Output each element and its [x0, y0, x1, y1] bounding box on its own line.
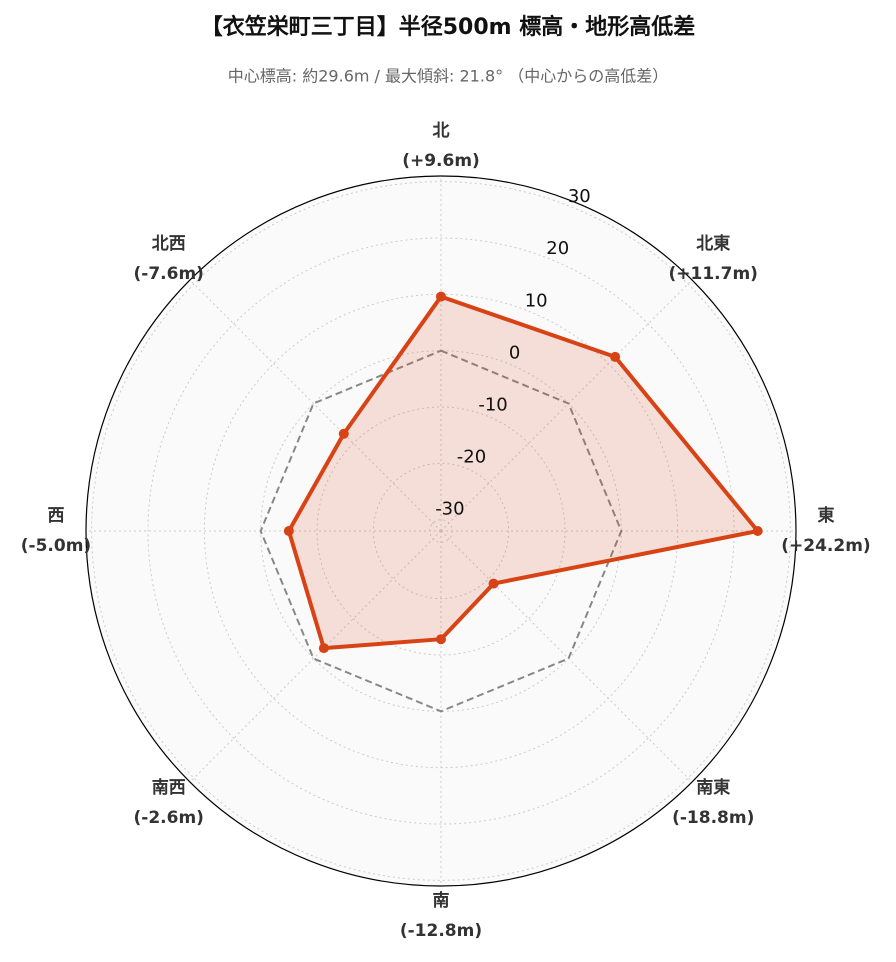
grid-circle	[316, 406, 566, 656]
grid-spoke	[440, 530, 693, 783]
r-tick-label: -30	[435, 499, 464, 520]
outer-frame	[85, 175, 797, 887]
grid-circle	[91, 181, 791, 881]
grid-circle	[372, 462, 510, 600]
data-point	[752, 526, 763, 536]
category-label: 東	[818, 505, 835, 526]
r-tick-label: 0	[509, 342, 520, 363]
data-point	[338, 428, 349, 439]
value-label: (+9.6m)	[402, 151, 480, 171]
data-point	[318, 643, 329, 654]
category-label: 西	[48, 506, 65, 526]
data-point	[488, 578, 499, 589]
grid-circle	[147, 237, 735, 825]
data-point	[436, 634, 446, 645]
value-label: (-2.6m)	[134, 808, 204, 828]
r-tick-label: 20	[546, 238, 569, 259]
value-label: (-18.8m)	[672, 808, 754, 828]
value-label: (+24.2m)	[781, 536, 870, 556]
category-label: 南	[433, 890, 450, 911]
grid-spoke	[189, 279, 442, 532]
data-point	[610, 351, 621, 362]
grid-spoke	[189, 530, 442, 783]
category-label: 南東	[696, 777, 730, 798]
value-label: (-5.0m)	[21, 536, 91, 556]
category-label: 北	[433, 121, 450, 141]
r-tick-label: 10	[525, 290, 548, 311]
grid-spoke	[440, 279, 693, 532]
value-label: (+11.7m)	[669, 264, 758, 284]
category-label: 南西	[152, 777, 186, 798]
reference-line	[259, 349, 623, 713]
data-point	[283, 526, 294, 536]
value-label: (-7.6m)	[134, 264, 204, 284]
chart-subtitle: 中心標高: 約29.6m / 最大傾斜: 21.8° （中心からの高低差）	[228, 67, 668, 86]
data-point	[436, 291, 446, 302]
r-tick-label: -20	[457, 446, 486, 467]
value-label: (-12.8m)	[400, 921, 482, 941]
r-tick-label: 30	[568, 186, 591, 207]
r-tick-label: -10	[478, 394, 507, 415]
category-label: 北東	[696, 233, 730, 254]
category-label: 北西	[152, 234, 186, 254]
chart-title: 【衣笠栄町三丁目】半径500m 標高・地形高低差	[201, 14, 696, 40]
